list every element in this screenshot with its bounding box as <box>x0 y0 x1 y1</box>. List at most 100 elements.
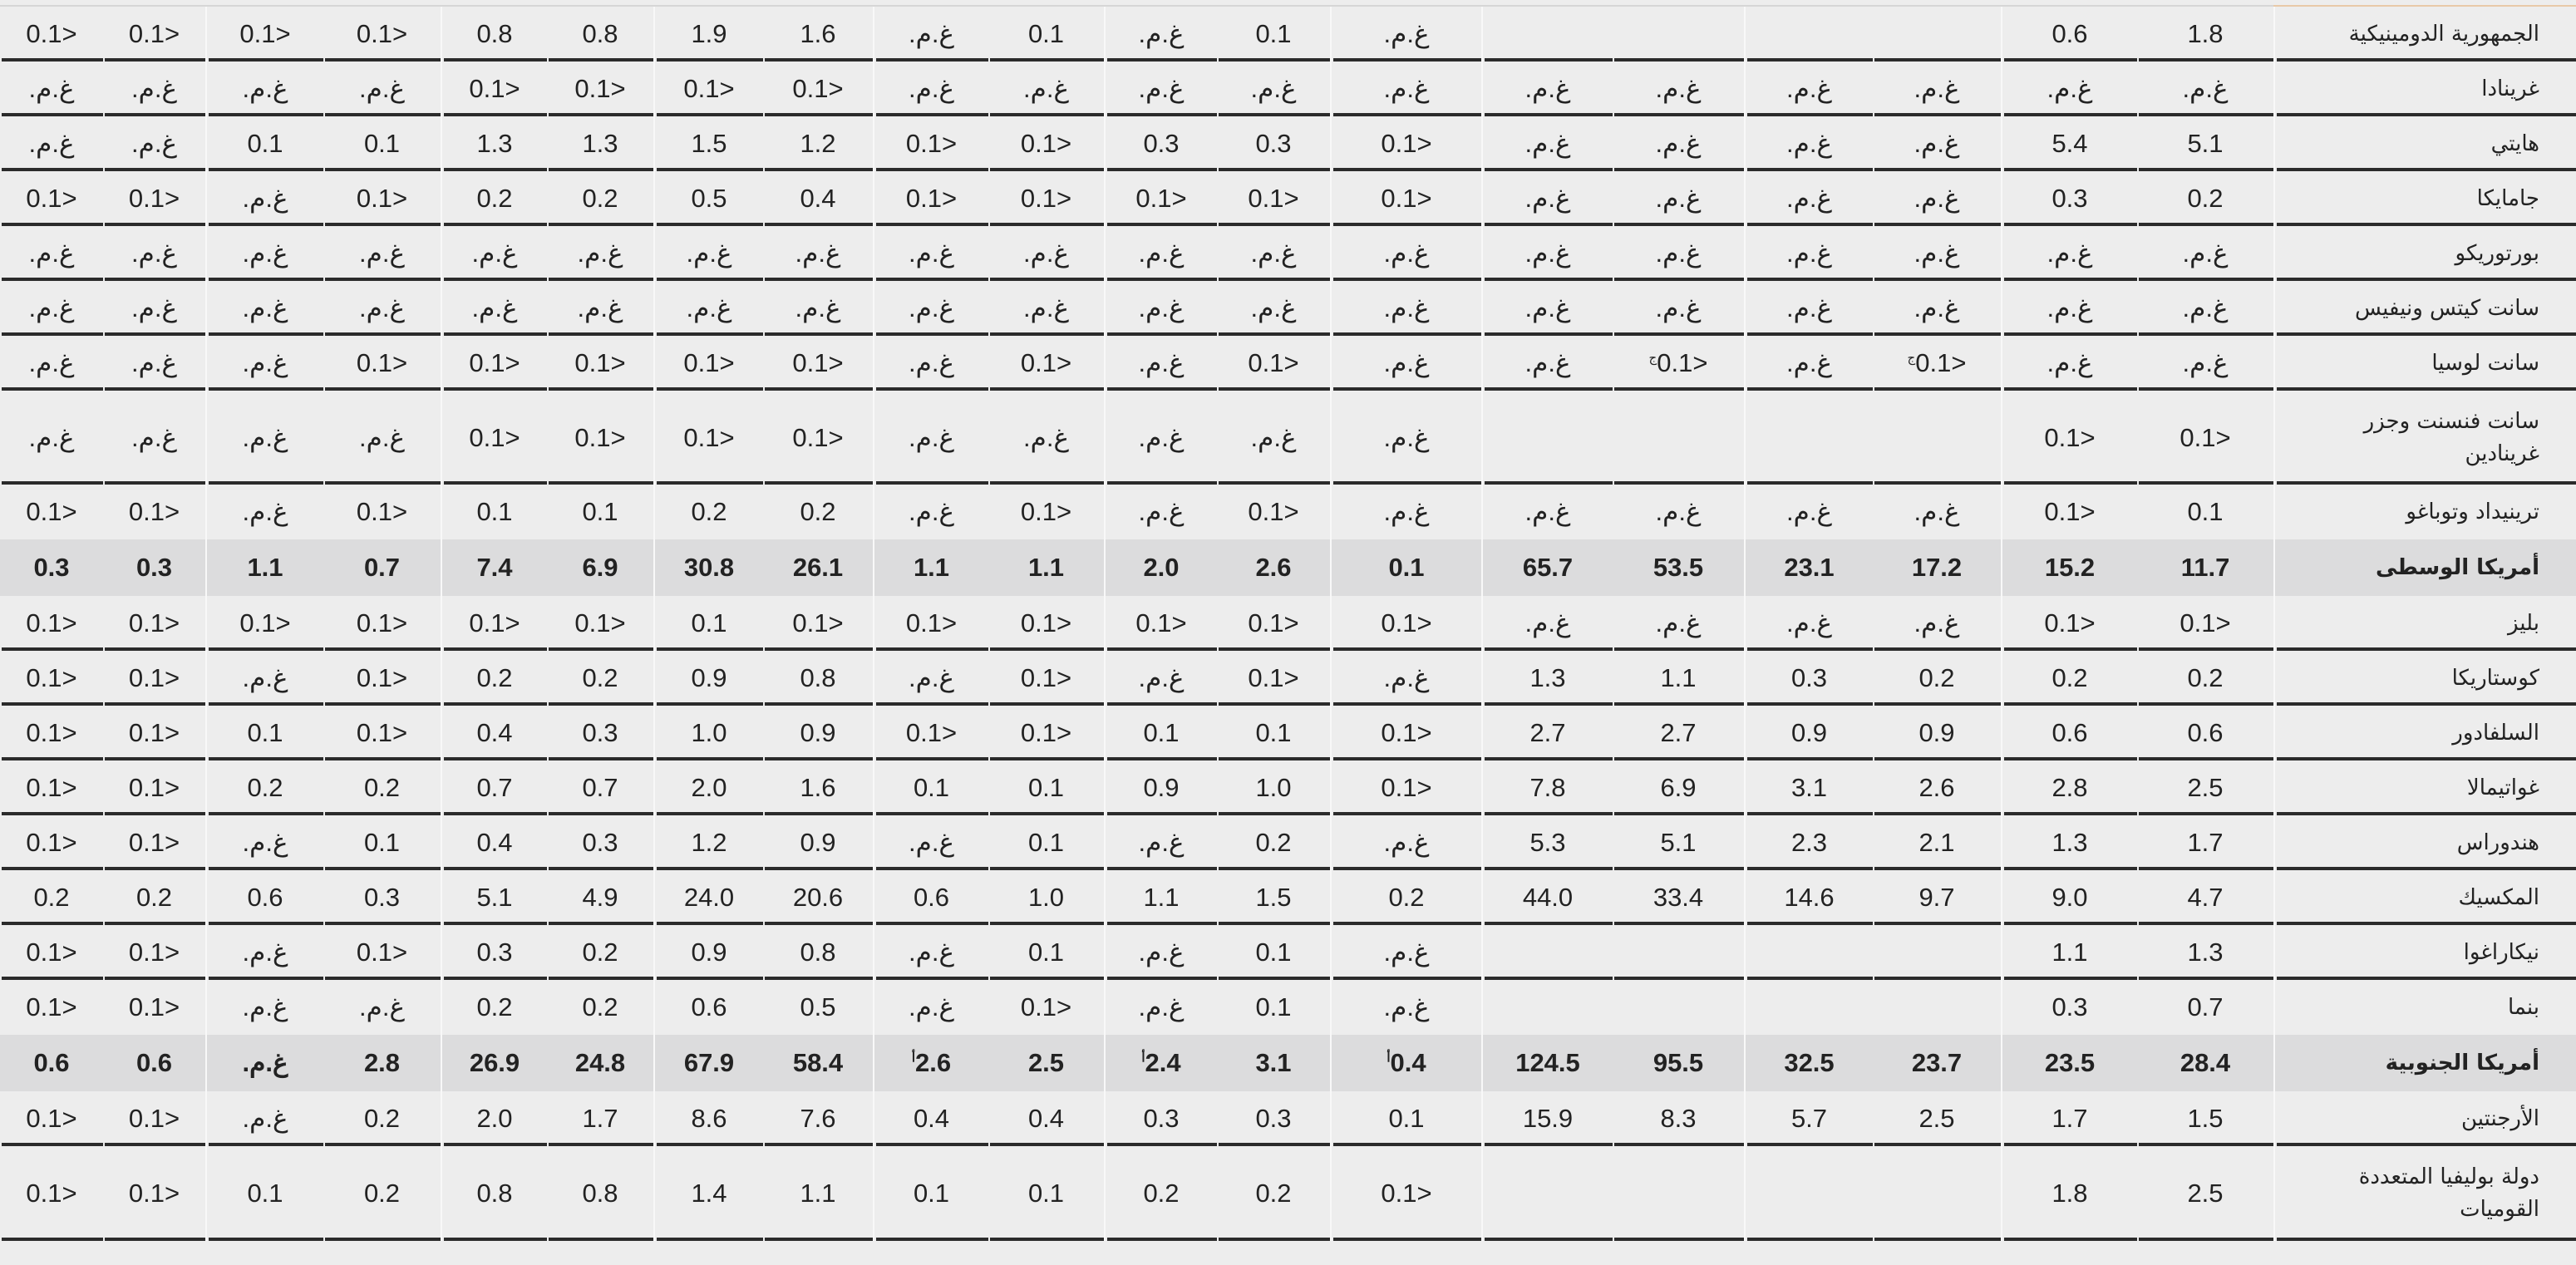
table-cell: <0.1 <box>103 651 205 706</box>
table-cell: 7.6 <box>763 1091 873 1146</box>
cell-value: 2.1 <box>1918 828 1955 857</box>
table-cell: غ.م. <box>1613 171 1744 226</box>
table-cell: غ.م. <box>1330 815 1481 870</box>
cell-value: غ.م. <box>1138 19 1185 48</box>
cell-value: <0.1 <box>1020 184 1072 213</box>
cell-value: 0.4 <box>476 828 513 857</box>
cell-value: 1.3 <box>476 129 513 158</box>
table-cell: 0.8 <box>441 7 547 62</box>
table-cell: 1.3 <box>2137 925 2273 980</box>
cell-value: 0.2 <box>582 992 618 1021</box>
cell-value: 0.8 <box>476 19 513 48</box>
table-cell: <0.1 <box>103 485 205 539</box>
table-cell: 0.1 <box>323 815 441 870</box>
cell-value: 6.9 <box>582 553 618 582</box>
table-cell: غ.م. <box>2001 62 2137 116</box>
row-label: غرينادا <box>2273 62 2576 116</box>
cell-value: 0.2 <box>2187 663 2224 692</box>
table-cell: 23.5 <box>2001 1035 2137 1091</box>
cell-value: 2.4 <box>1145 1048 1181 1077</box>
table-cell: 20.6 <box>763 870 873 925</box>
cell-value: <0.1 <box>356 718 408 747</box>
cell-value: <0.1 <box>26 718 77 747</box>
cell-value: 1.0 <box>1027 883 1065 912</box>
table-row: غواتيمالا 2.5 2.8 2.6 3.1 6.9 7.8 <0.1 1.0 0.9 0.1… <box>0 760 2576 815</box>
cell-value: غ.م. <box>1786 348 1832 377</box>
table-cell: 0.6 <box>653 980 763 1035</box>
table-cell: 1.1 <box>1104 870 1217 925</box>
cell-value: غ.م. <box>1383 239 1430 268</box>
table-cell: 2.0 <box>441 1091 547 1146</box>
cell-value: <0.1 <box>1381 184 1432 213</box>
table-cell: <0.1 <box>323 706 441 760</box>
table-row: دولة بوليفيا المتعددة القوميات 2.5 1.8 <0.1… <box>0 1146 2576 1241</box>
table-cell: غ.م. <box>1330 925 1481 980</box>
table-cell: <0.1 <box>323 651 441 706</box>
country-name: أمريكا الجنوبية <box>2385 1050 2539 1075</box>
table-cell: <0.1 <box>103 815 205 870</box>
table-cell: غ.م. <box>653 281 763 336</box>
cell-value: غ.م. <box>1138 938 1185 967</box>
cell-value: غ.م. <box>1383 422 1430 452</box>
table-cell: 0.8 <box>547 7 653 62</box>
table-cell: 1.2 <box>763 116 873 171</box>
table-cell: غ.م. <box>0 116 103 171</box>
cell-value: <0.1 <box>26 608 77 637</box>
table-cell: 0.8 <box>763 651 873 706</box>
cell-value: 0.6 <box>2051 19 2088 48</box>
cell-value: 0.2 <box>800 497 836 526</box>
table-cell: <0.1 <box>547 596 653 651</box>
table-cell: غ.م. <box>1330 980 1481 1035</box>
cell-value: غ.م. <box>1250 74 1297 103</box>
cell-value: 58.4 <box>792 1048 844 1077</box>
cell-value: <0.1 <box>356 497 408 526</box>
cell-value: 0.2 <box>2187 184 2224 213</box>
table-cell: غ.م. <box>205 336 323 391</box>
country-name: سانت لوسيا <box>2431 350 2539 376</box>
cell-value: <0.1 <box>469 348 520 377</box>
cell-value: <0.1 <box>356 348 408 377</box>
cell-value: 0.3 <box>363 883 401 912</box>
cell-value: غ.م. <box>471 239 518 268</box>
table-cell: 0.6 <box>205 870 323 925</box>
cell-value: 2.0 <box>476 1104 513 1133</box>
table-cell: 0.1 <box>2137 485 2273 539</box>
table-cell: غ.م. <box>205 226 323 281</box>
table-cell: 44.0 <box>1481 870 1613 925</box>
table-cell: غ.م. <box>1330 391 1481 485</box>
table-cell: <0.1 <box>763 596 873 651</box>
table-cell: <0.1 <box>0 925 103 980</box>
table-cell: 26.9 <box>441 1035 547 1091</box>
cell-value: <0.1 <box>128 663 180 692</box>
cell-value: 0.4 <box>800 184 836 213</box>
cell-value: غ.م. <box>1383 348 1430 377</box>
cell-value: 1.1 <box>1660 663 1697 692</box>
table-cell: غ.م. <box>763 226 873 281</box>
country-name: سانت كيتس ونيفيس <box>2354 295 2539 321</box>
table-cell: <0.1 <box>323 336 441 391</box>
table-cell: <0.1ج <box>1873 336 2001 391</box>
table-cell: <0.1 <box>441 62 547 116</box>
table-cell: غ.م. <box>1613 62 1744 116</box>
country-name: ترينيداد وتوباغو <box>2406 499 2539 524</box>
table-cell: 1.0 <box>988 870 1104 925</box>
cell-value: <0.1 <box>356 19 408 48</box>
cell-value: <0.1 <box>1381 608 1432 637</box>
table-cell: 0.2 <box>2137 651 2273 706</box>
table-cell: 0.7 <box>323 539 441 596</box>
table-cell: 26.1 <box>763 539 873 596</box>
cell-value: 1.3 <box>2187 938 2224 967</box>
table-cell: 0.2 <box>323 760 441 815</box>
table-cell: غ.م. <box>1613 116 1744 171</box>
table-cell: 0.3 <box>1217 116 1330 171</box>
cell-value: غ.م. <box>1655 608 1702 637</box>
table-cell: <0.1 <box>103 760 205 815</box>
cell-value: غ.م. <box>909 663 954 692</box>
cell-value: 2.5 <box>1918 1104 1955 1133</box>
country-name: غرينادا <box>2481 76 2539 101</box>
table-cell: 0.2 <box>441 171 547 226</box>
table-cell: 1.3 <box>2001 815 2137 870</box>
table-cell: غ.م. <box>1873 62 2001 116</box>
table-cell: غ.م. <box>653 226 763 281</box>
table-row: نيكاراغوا 1.3 1.1 غ.م. 0.1 غ.م. 0.1 غ.م. 0.8 0.9 0… <box>0 925 2576 980</box>
